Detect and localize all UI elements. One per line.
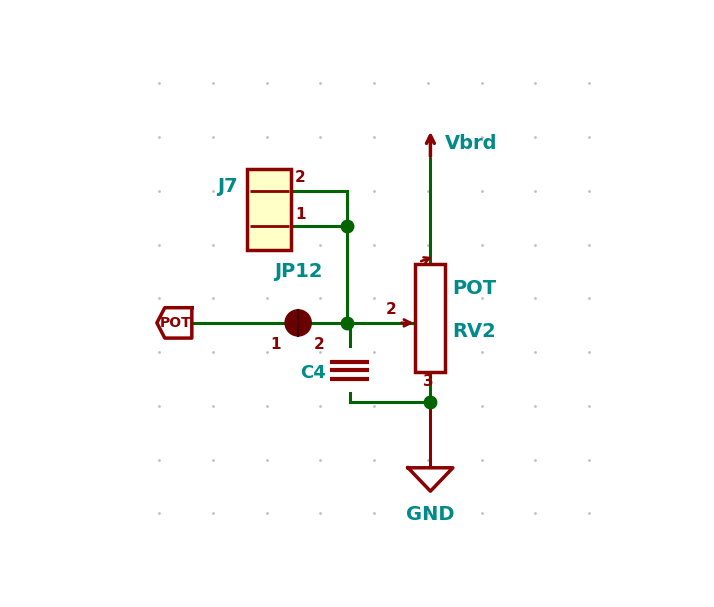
Polygon shape	[157, 308, 192, 338]
Text: J7: J7	[217, 177, 237, 196]
Text: JP12: JP12	[274, 262, 323, 281]
Text: POT: POT	[160, 316, 192, 330]
Text: C4: C4	[301, 364, 326, 382]
Text: POT: POT	[453, 279, 496, 297]
Text: 2: 2	[386, 302, 396, 317]
Bar	[415, 265, 446, 372]
Text: 1: 1	[295, 207, 306, 222]
Text: GND: GND	[406, 505, 455, 524]
Text: 2: 2	[313, 337, 324, 352]
Text: 3: 3	[423, 375, 433, 389]
Circle shape	[285, 310, 311, 336]
Text: RV2: RV2	[453, 322, 496, 341]
Text: 2: 2	[295, 170, 306, 185]
Text: Vbrd: Vbrd	[444, 134, 497, 152]
Text: 1: 1	[270, 337, 281, 352]
Bar	[247, 169, 291, 251]
